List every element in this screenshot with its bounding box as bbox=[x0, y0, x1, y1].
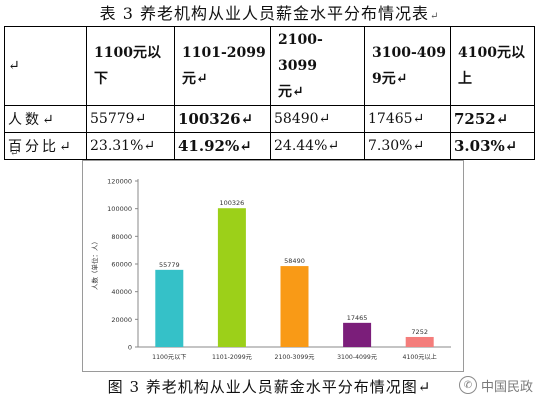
data-label: 17465 bbox=[347, 314, 368, 322]
header-line: 元↵ bbox=[278, 84, 304, 100]
bar bbox=[405, 336, 434, 347]
header-line: 元↵ bbox=[182, 71, 208, 87]
row-label-count: 人数↵ bbox=[4, 105, 87, 133]
header-line: 下 bbox=[94, 71, 108, 87]
bar bbox=[155, 269, 184, 347]
header-cell: 1100元以下 bbox=[86, 26, 175, 106]
y-axis-label: 人数（单位：人） bbox=[90, 238, 99, 290]
header-line: 9元↵ bbox=[372, 71, 408, 87]
table-cell: 58490↵ bbox=[270, 105, 365, 133]
header-line: 4100元以 bbox=[458, 45, 525, 61]
watermark-text: 中国民政 bbox=[480, 379, 533, 395]
x-tick-label: 1100元以下 bbox=[152, 354, 186, 361]
table-cell: 3.03%↵ bbox=[450, 132, 535, 160]
header-line: 3100-409 bbox=[372, 45, 446, 61]
table-cell: 100326↵ bbox=[174, 105, 271, 133]
header-line: 1101-2099 bbox=[182, 45, 266, 61]
data-label: 7252 bbox=[411, 328, 428, 336]
table-cell: 7.30%↵ bbox=[364, 132, 451, 160]
x-tick-label: 4100元以上 bbox=[403, 353, 437, 361]
header-cell: 1101-2099 元↵ bbox=[174, 26, 271, 106]
y-tick-label: 60000 bbox=[111, 261, 132, 269]
y-tick-label: 40000 bbox=[111, 288, 132, 296]
table-cell: 17465↵ bbox=[364, 105, 451, 133]
chart-frame: 0 20000 40000 60000 80000 100000 120000 人数（单位：人… bbox=[82, 160, 464, 372]
header-line: 1100元以 bbox=[94, 45, 161, 61]
y-tick-label: 120000 bbox=[107, 178, 132, 186]
header-cell: 2100-3099 元↵ bbox=[270, 26, 365, 106]
table-row: 百分比↵ 23.31%↵ 41.92%↵ 24.44%↵ 7.30%↵ 3.03… bbox=[4, 132, 535, 160]
header-line: 2100-3099 bbox=[278, 32, 323, 74]
return-mark: ↵ bbox=[429, 11, 440, 22]
table-cell: 23.31%↵ bbox=[86, 132, 175, 160]
bar bbox=[343, 322, 372, 347]
paragraph-mark: ↵ bbox=[10, 148, 19, 159]
watermark: ✆ 中国民政 bbox=[458, 374, 533, 396]
table-cell: 55779↵ bbox=[86, 105, 175, 133]
table-row: 人数↵ 55779↵ 100326↵ 58490↵ 17465↵ 7252↵ bbox=[4, 105, 535, 133]
salary-table: ↵ 1100元以下 1101-2099 元↵ 2100-3099 元↵ 3100-4… bbox=[4, 26, 535, 160]
data-label: 58490 bbox=[284, 257, 305, 265]
data-label: 55779 bbox=[159, 261, 180, 269]
x-tick-label: 1101-2099元 bbox=[212, 354, 252, 361]
bar bbox=[280, 266, 309, 347]
row-label-percent: 百分比↵ bbox=[4, 132, 87, 160]
table-cell: 24.44%↵ bbox=[270, 132, 365, 160]
table-corner-cell: ↵ bbox=[4, 26, 87, 106]
header-line: 上 bbox=[458, 71, 472, 87]
figure-caption: 图 3 养老机构从业人员薪金水平分布情况图↵ bbox=[107, 378, 432, 396]
table-title-text: 表 3 养老机构从业人员薪金水平分布情况表 bbox=[99, 4, 429, 23]
corner-mark: ↵ bbox=[8, 58, 20, 74]
bar-chart: 0 20000 40000 60000 80000 100000 120000 人数（单位：人… bbox=[90, 178, 451, 361]
bar bbox=[217, 208, 246, 347]
y-tick-label: 0 bbox=[128, 344, 132, 352]
table-header-row: ↵ 1100元以下 1101-2099 元↵ 2100-3099 元↵ 3100-4… bbox=[4, 26, 535, 106]
table-cell: 41.92%↵ bbox=[174, 132, 271, 160]
x-tick-label: 3100-4099元 bbox=[337, 354, 377, 361]
x-tick-label: 2100-3099元 bbox=[275, 354, 315, 361]
header-cell: 3100-409 9元↵ bbox=[364, 26, 451, 106]
table-title: 表 3 养老机构从业人员薪金水平分布情况表↵ bbox=[0, 2, 539, 26]
y-tick-label: 20000 bbox=[111, 316, 132, 324]
y-tick-label: 80000 bbox=[111, 233, 132, 241]
data-label: 100326 bbox=[219, 199, 244, 207]
y-tick-label: 100000 bbox=[107, 205, 132, 213]
header-cell: 4100元以上 bbox=[450, 26, 535, 106]
wechat-icon: ✆ bbox=[458, 376, 477, 394]
table-cell: 7252↵ bbox=[450, 105, 535, 133]
